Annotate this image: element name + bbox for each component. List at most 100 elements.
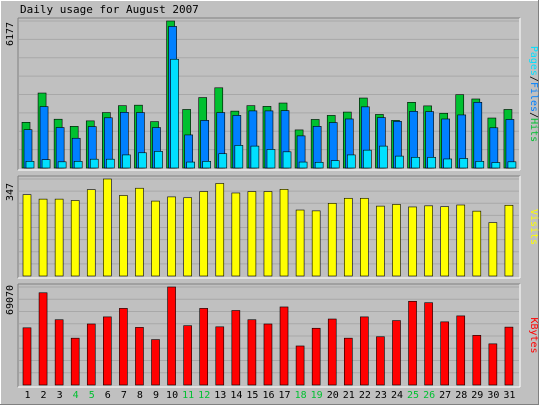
bar-visits-day-18 (295, 209, 305, 277)
day-label-30: 30 (487, 390, 499, 401)
day-label-5: 5 (89, 390, 95, 401)
bar-pages-day-16 (266, 149, 276, 169)
bar-pages-day-31 (507, 161, 517, 169)
bar-kbytes-day-8 (135, 327, 144, 386)
bar-kbytes-day-29 (472, 335, 482, 386)
day-label-12: 12 (198, 390, 210, 401)
bar-visits-day-29 (472, 210, 482, 277)
bar-pages-day-28 (459, 158, 469, 169)
bar-pages-day-22 (363, 149, 372, 169)
bar-visits-day-7 (119, 195, 128, 277)
day-label-20: 20 (327, 390, 339, 401)
bar-visits-day-13 (215, 183, 225, 277)
legend-entry-hits: Hits (528, 118, 539, 142)
bar-pages-day-30 (491, 162, 501, 169)
bar-files-day-29 (473, 102, 483, 169)
bar-visits-day-27 (440, 206, 449, 277)
bar-kbytes-day-27 (440, 321, 449, 386)
bar-kbytes-day-15 (247, 319, 257, 386)
day-label-29: 29 (471, 390, 483, 401)
chart-title: Daily usage for August 2007 (20, 3, 199, 16)
bar-files-day-19 (312, 126, 322, 169)
bar-pages-day-23 (379, 145, 388, 169)
bar-files-day-30 (489, 127, 499, 169)
bar-pages-day-26 (427, 156, 436, 169)
day-label-19: 19 (311, 390, 323, 401)
legend: Pages/Files/Hits (528, 46, 539, 142)
bar-kbytes-day-18 (295, 345, 305, 386)
y-max-label: 347 (5, 183, 16, 201)
legend: Visits (528, 209, 539, 245)
bar-pages-day-9 (154, 151, 163, 169)
bar-files-day-2 (39, 106, 49, 169)
day-label-9: 9 (153, 390, 159, 401)
bar-visits-day-25 (408, 206, 417, 277)
bar-visits-day-6 (103, 178, 112, 277)
bar-visits-day-4 (70, 200, 80, 277)
bar-pages-day-14 (234, 145, 244, 169)
bar-pages-day-24 (395, 155, 404, 169)
visits-panel: 347 Visits (5, 175, 539, 279)
day-label-13: 13 (214, 390, 226, 401)
bar-kbytes-day-12 (199, 308, 209, 386)
kbytes-panel: 69070 KBytes (5, 283, 539, 388)
bar-pages-day-3 (57, 161, 67, 169)
bar-visits-day-1 (22, 194, 32, 277)
bar-pages-day-11 (186, 161, 195, 169)
bar-kbytes-day-28 (456, 315, 466, 386)
day-label-8: 8 (137, 390, 143, 401)
bar-kbytes-day-24 (392, 320, 401, 386)
bar-visits-day-8 (135, 187, 144, 277)
bar-kbytes-day-2 (38, 292, 48, 386)
bar-kbytes-day-14 (231, 310, 241, 386)
day-label-26: 26 (423, 390, 435, 401)
day-label-24: 24 (391, 390, 403, 401)
legend-entry-kbytes: KBytes (528, 317, 539, 353)
day-label-3: 3 (57, 390, 63, 401)
bar-visits-day-31 (504, 204, 514, 277)
bar-kbytes-day-10 (167, 286, 176, 386)
legend-separator: / (528, 76, 539, 82)
bar-pages-day-4 (73, 161, 83, 169)
legend-entry-files: Files (528, 82, 539, 112)
bar-visits-day-22 (360, 197, 369, 277)
day-label-7: 7 (121, 390, 127, 401)
legend: KBytes (528, 317, 539, 353)
day-label-27: 27 (439, 390, 451, 401)
day-label-14: 14 (230, 390, 242, 401)
bar-pages-day-5 (89, 158, 99, 169)
bar-pages-day-15 (250, 145, 260, 169)
bar-visits-day-19 (311, 210, 321, 277)
bar-visits-day-11 (183, 197, 192, 277)
bar-kbytes-day-23 (376, 336, 385, 386)
bar-visits-day-12 (199, 191, 209, 277)
bar-kbytes-day-7 (119, 308, 128, 386)
bar-pages-day-19 (314, 161, 324, 169)
bar-files-day-12 (200, 120, 210, 169)
bar-kbytes-day-13 (215, 326, 225, 386)
bar-kbytes-day-5 (86, 323, 96, 386)
day-label-11: 11 (182, 390, 194, 401)
day-label-10: 10 (166, 390, 178, 401)
bar-pages-day-21 (346, 154, 356, 169)
day-label-22: 22 (359, 390, 371, 401)
day-label-1: 1 (24, 390, 30, 401)
bar-files-day-31 (505, 119, 515, 169)
bar-pages-day-10 (170, 58, 179, 169)
bar-kbytes-day-9 (151, 339, 160, 386)
bar-kbytes-day-6 (103, 316, 112, 386)
day-label-4: 4 (73, 390, 79, 401)
bar-kbytes-day-11 (183, 325, 192, 386)
day-labels: 1 2 3 4 5 6 7 8 9 10 11 12 13 14 15 16 17 18 19 20 21 22 23 24 2… (24, 390, 515, 401)
bar-visits-day-21 (343, 197, 353, 277)
bar-pages-day-8 (138, 152, 147, 169)
bar-pages-day-27 (443, 158, 452, 169)
bar-pages-day-18 (298, 161, 308, 169)
day-label-16: 16 (262, 390, 274, 401)
bar-visits-day-10 (167, 196, 176, 277)
day-label-18: 18 (295, 390, 307, 401)
bar-kbytes-day-4 (70, 337, 80, 386)
bar-visits-day-3 (54, 198, 64, 277)
bar-visits-day-30 (488, 222, 498, 277)
